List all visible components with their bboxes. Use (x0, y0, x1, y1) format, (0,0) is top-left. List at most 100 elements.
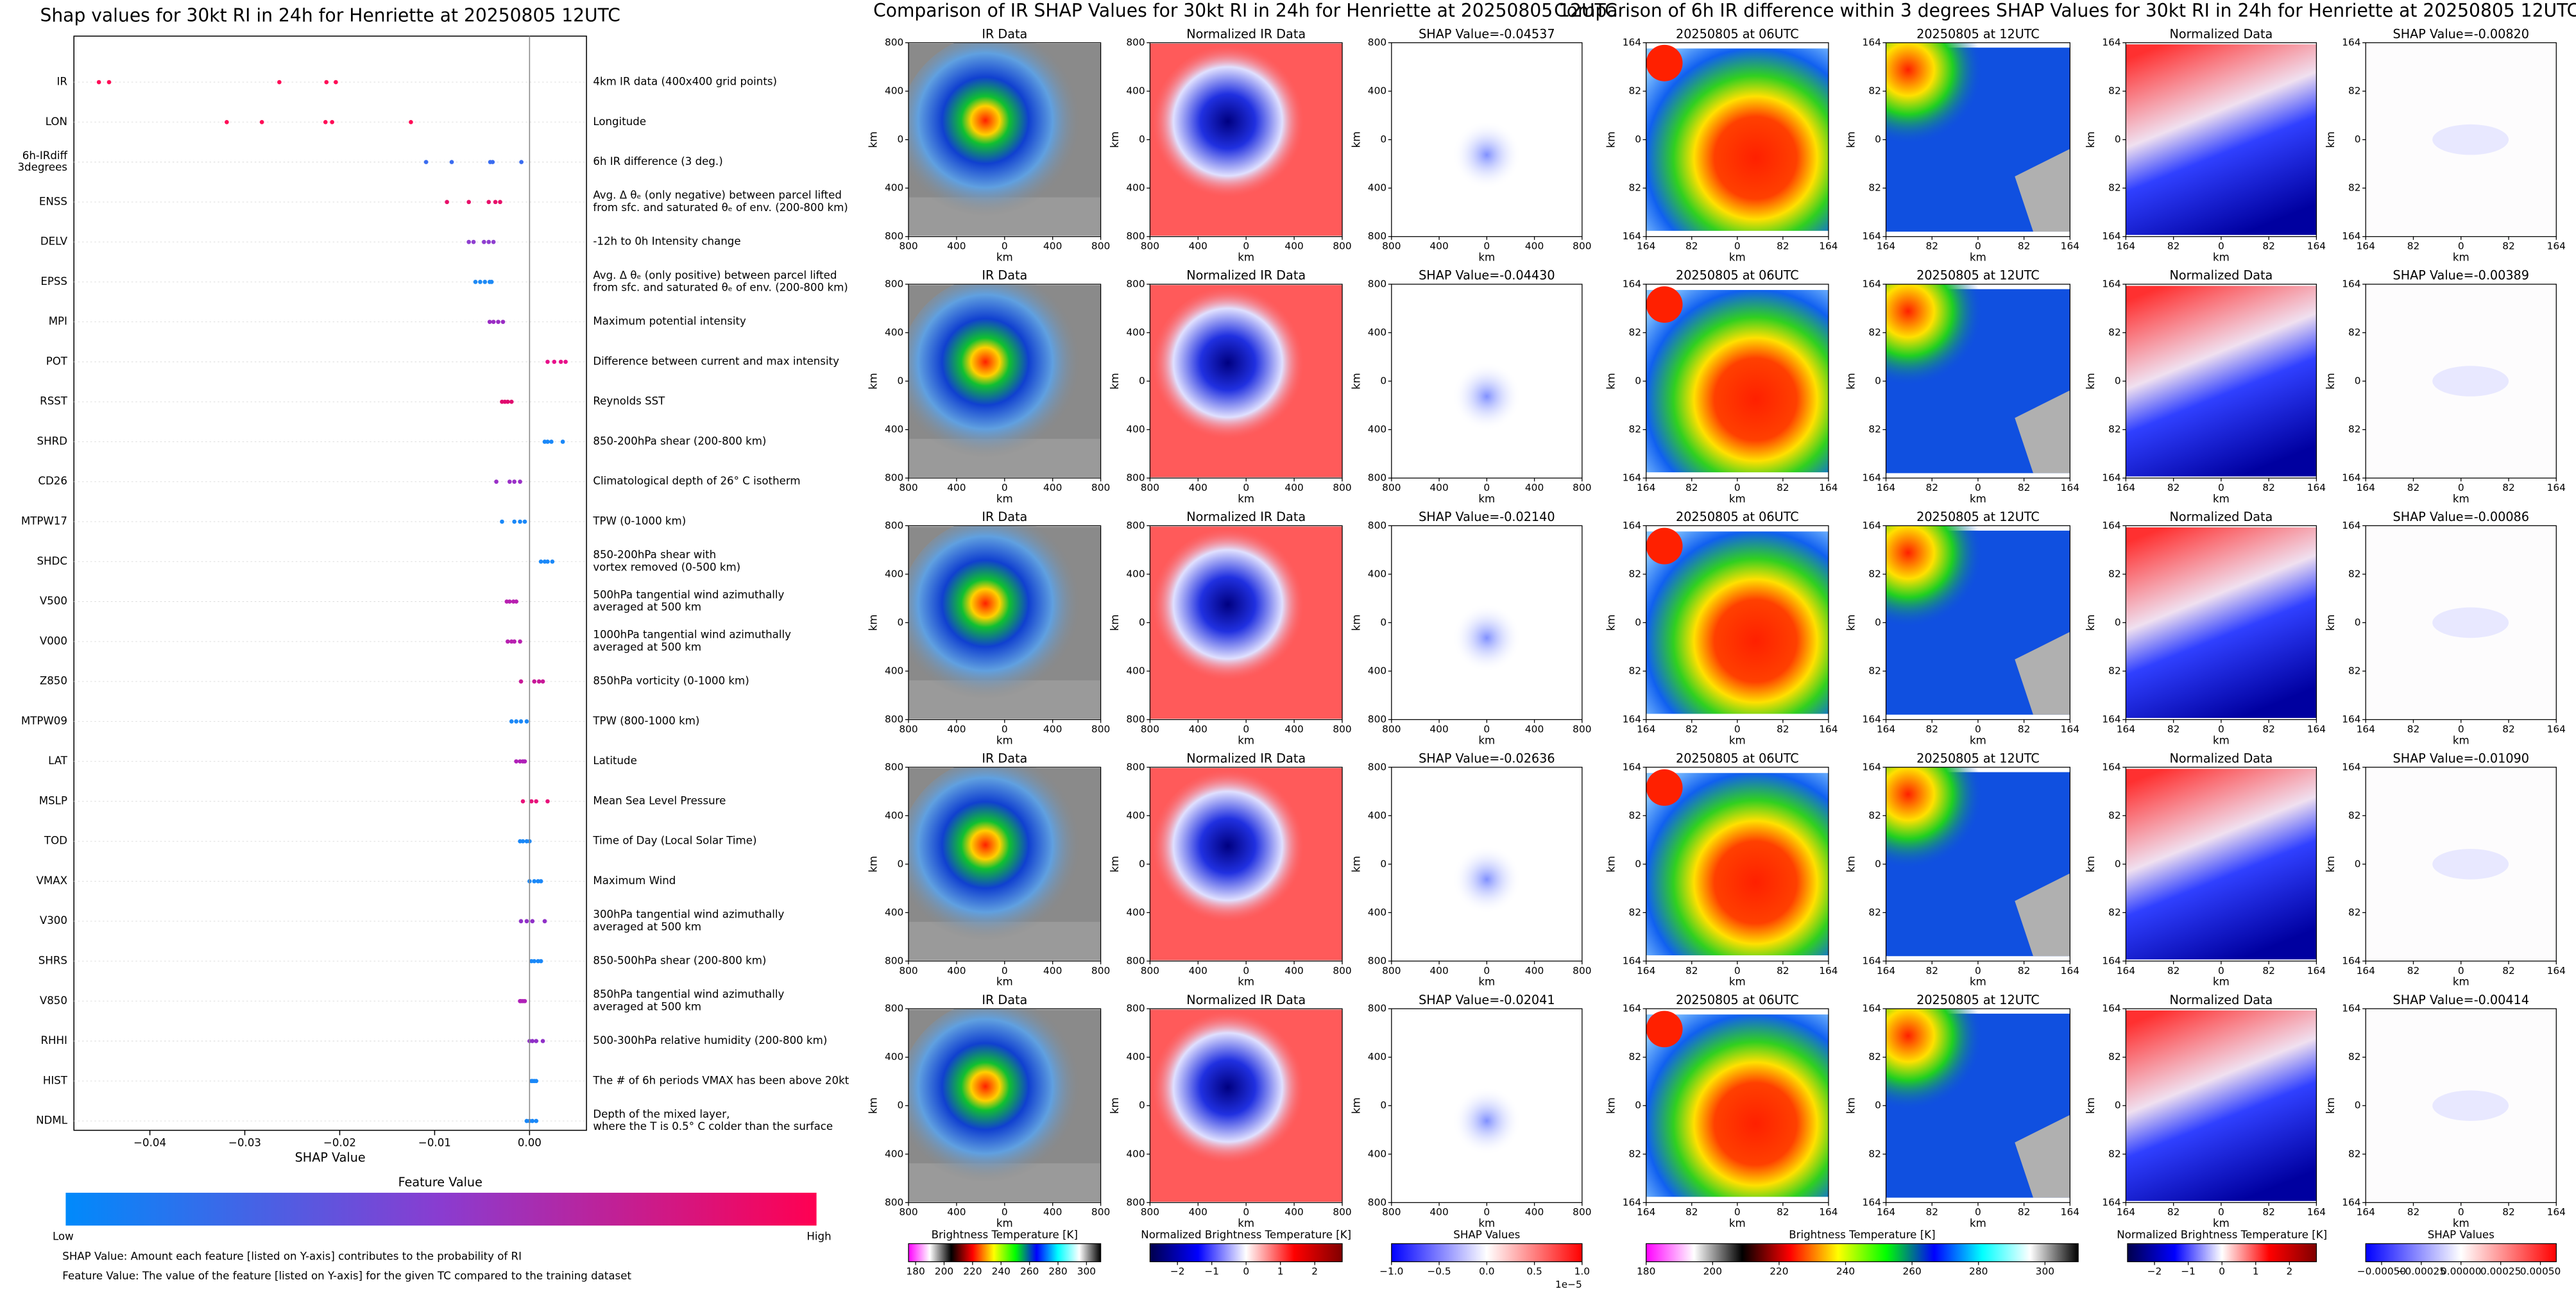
image-panel (2366, 286, 2557, 477)
feature-description: 850-200hPa shear with (593, 549, 716, 561)
x-tick-label: 82 (2167, 1206, 2180, 1218)
colorbar-tick-label: −1 (2181, 1265, 2196, 1277)
panel-title: Normalized Data (2170, 751, 2273, 765)
panel-title: SHAP Value=-0.00820 (2393, 26, 2529, 41)
x-tick-label: 800 (1573, 1206, 1591, 1218)
panel-title: SHAP Value=-0.04537 (1419, 26, 1555, 41)
y-tick-label: 164 (1623, 713, 1641, 725)
y-tick-label: 400 (1368, 85, 1386, 97)
shap-point (496, 320, 500, 324)
shap-point (512, 519, 517, 524)
y-axis-label: km (1109, 856, 1121, 873)
panel-title: SHAP Value=-0.02140 (1419, 509, 1555, 524)
y-axis-label: km (867, 373, 880, 389)
x-axis-label: km (2453, 1217, 2469, 1229)
shap-point (534, 799, 539, 804)
panel-title: SHAP Value=-0.02636 (1419, 751, 1555, 765)
colorbar-label: SHAP Values (2428, 1229, 2495, 1241)
shap-point (449, 160, 454, 164)
feature-label: IR (57, 76, 68, 88)
shap-point (530, 1118, 535, 1123)
x-tick-label: 800 (1091, 482, 1110, 493)
shap-point (514, 599, 518, 604)
feature-description: 500hPa tangential wind azimuthally (593, 588, 784, 601)
x-tick-label: 800 (1382, 1206, 1401, 1218)
shap-point (473, 280, 478, 284)
feature-description: Mean Sea Level Pressure (593, 794, 726, 807)
x-tick-label: 164 (2117, 723, 2135, 735)
x-tick-label: 82 (2407, 1206, 2420, 1218)
y-tick-label: 82 (1628, 423, 1641, 435)
x-tick-label: 164 (1819, 965, 1838, 977)
x-tick-label: 800 (1141, 723, 1159, 735)
figure-title: Comparison of IR SHAP Values for 30kt RI… (873, 0, 1617, 21)
y-tick-label: 164 (2102, 761, 2120, 773)
colorbar-tick-label: 260 (1020, 1265, 1039, 1277)
feature-label: EPSS (40, 275, 67, 287)
y-tick-label: 400 (885, 85, 903, 97)
y-axis-label: km (2324, 132, 2337, 148)
y-tick-label: 82 (1868, 810, 1881, 821)
shap-point (552, 359, 557, 364)
image-panel (1391, 769, 1582, 960)
y-tick-label: 82 (2108, 1148, 2121, 1159)
feature-label: MPI (49, 315, 67, 327)
x-axis-label: km (1478, 976, 1495, 988)
shap-point (519, 160, 524, 164)
shap-point (486, 239, 491, 244)
feature-description: Maximum potential intensity (593, 315, 746, 327)
y-tick-label: 400 (1368, 1051, 1386, 1063)
shap-point (324, 80, 329, 85)
image-panel (908, 525, 1101, 719)
image-panel (1646, 527, 1829, 714)
colorbar-tick-label: 300 (1077, 1265, 1096, 1277)
x-tick-label: 400 (1525, 1206, 1544, 1218)
y-axis-label: km (1109, 373, 1121, 389)
y-axis-label: km (1109, 132, 1121, 148)
shap-point (532, 959, 537, 964)
shap-point (522, 519, 527, 524)
x-tick-label: 82 (2502, 241, 2515, 252)
y-axis-label: km (2324, 373, 2337, 389)
x-tick-label: 0 (1243, 723, 1249, 735)
y-tick-label: 82 (2108, 182, 2121, 194)
x-tick-label: 82 (1925, 723, 1938, 735)
feature-label: MTPW09 (21, 715, 67, 727)
y-tick-label: 800 (1368, 278, 1386, 289)
y-tick-label: 0 (2115, 133, 2121, 145)
y-tick-label: 82 (1628, 907, 1641, 918)
feature-label: LON (46, 115, 67, 128)
shap-point (542, 919, 547, 924)
feature-description: Time of Day (Local Solar Time) (592, 835, 756, 847)
y-tick-label: 164 (2342, 713, 2360, 725)
y-tick-label: 0 (2355, 1100, 2361, 1111)
feature-description: Avg. Δ θₑ (only negative) between parcel… (593, 189, 842, 201)
panel-title: IR Data (982, 26, 1027, 41)
feature-label: SHRD (37, 435, 67, 447)
y-tick-label: 0 (1635, 858, 1641, 869)
x-tick-label: 164 (2117, 1206, 2135, 1218)
x-tick-label: 82 (2502, 723, 2515, 735)
shap-point (509, 719, 514, 724)
x-tick-label: 0 (1483, 241, 1490, 252)
shap-point (563, 359, 568, 364)
shap-point (518, 519, 522, 524)
shap-point (518, 919, 524, 924)
shap-point (540, 1039, 545, 1043)
x-tick-label: 82 (2262, 241, 2275, 252)
y-tick-label: 82 (1628, 810, 1641, 821)
x-tick-label: 400 (1043, 1206, 1062, 1218)
image-panel (1150, 285, 1342, 477)
y-tick-label: 0 (898, 133, 904, 145)
y-tick-label: 0 (1380, 375, 1386, 387)
panel-title: SHAP Value=-0.00389 (2393, 268, 2529, 283)
x-tick-label: 0 (1975, 1206, 1981, 1218)
panel-title: Normalized IR Data (1186, 993, 1306, 1007)
x-tick-label: 82 (2018, 723, 2031, 735)
y-axis-label: km (1109, 615, 1121, 631)
panel-title: 20250805 at 12UTC (1916, 509, 2040, 524)
x-tick-label: 0 (1734, 965, 1741, 977)
panel-title: SHAP Value=-0.00086 (2393, 509, 2529, 524)
shap-point (534, 1039, 539, 1043)
